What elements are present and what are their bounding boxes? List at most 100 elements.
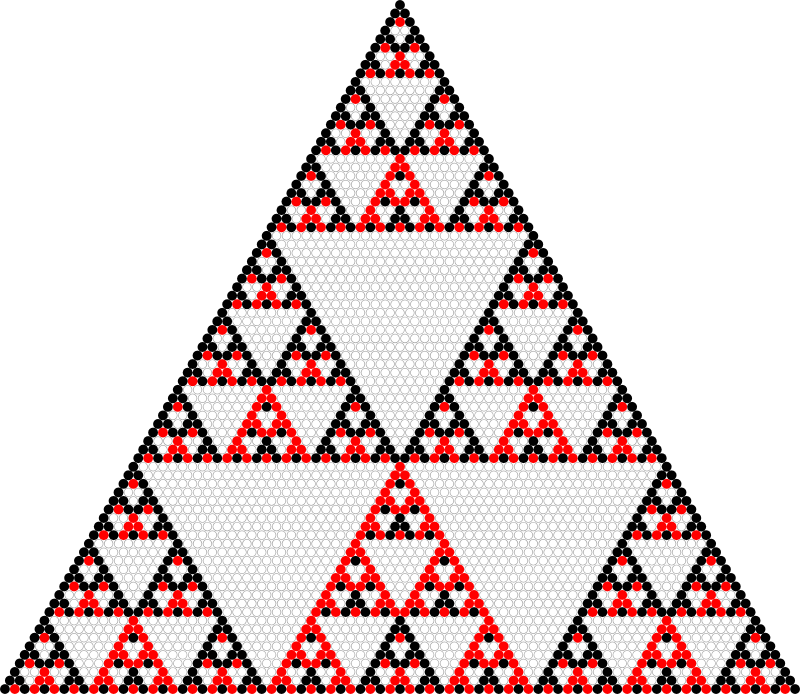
empty-cell xyxy=(281,333,292,344)
empty-cell xyxy=(94,590,104,600)
red-cell xyxy=(301,453,312,464)
empty-cell xyxy=(434,667,445,677)
empty-cell xyxy=(128,496,138,506)
black-cell xyxy=(592,376,603,387)
black-cell xyxy=(503,342,514,352)
black-cell xyxy=(301,196,312,207)
empty-cell xyxy=(607,521,617,532)
empty-cell xyxy=(681,564,692,574)
empty-cell xyxy=(286,239,296,250)
empty-cell xyxy=(568,641,578,651)
empty-cell xyxy=(143,470,153,480)
empty-cell xyxy=(489,487,499,498)
black-cell xyxy=(716,675,726,686)
empty-cell xyxy=(563,581,573,592)
empty-cell xyxy=(316,154,326,164)
empty-cell xyxy=(647,470,657,480)
empty-cell xyxy=(321,316,331,326)
empty-cell xyxy=(311,282,321,292)
empty-cell xyxy=(538,641,548,651)
empty-cell xyxy=(306,291,316,301)
black-cell xyxy=(385,530,396,541)
red-cell xyxy=(400,470,410,481)
empty-cell xyxy=(454,513,464,523)
empty-cell xyxy=(341,128,351,138)
red-cell xyxy=(414,188,425,199)
empty-cell xyxy=(508,624,519,634)
empty-cell xyxy=(449,282,459,292)
empty-cell xyxy=(405,564,415,574)
red-cell xyxy=(251,419,262,429)
black-cell xyxy=(390,521,400,532)
black-cell xyxy=(548,265,559,275)
empty-cell xyxy=(612,564,622,574)
empty-cell xyxy=(479,402,489,412)
empty-cell xyxy=(583,410,593,421)
empty-cell xyxy=(731,667,741,677)
black-cell xyxy=(459,145,470,156)
empty-cell xyxy=(617,573,627,583)
empty-cell xyxy=(311,402,321,412)
red-cell xyxy=(735,658,746,669)
empty-cell xyxy=(252,350,262,361)
empty-cell xyxy=(518,573,529,583)
black-cell xyxy=(207,444,218,455)
empty-cell xyxy=(499,487,509,498)
black-cell xyxy=(493,342,504,352)
empty-cell xyxy=(420,556,430,566)
empty-cell xyxy=(395,273,405,284)
empty-cell xyxy=(454,462,464,472)
black-cell xyxy=(483,632,494,643)
empty-cell xyxy=(341,641,351,651)
red-cell xyxy=(498,436,509,447)
empty-cell xyxy=(701,564,711,574)
black-cell xyxy=(64,572,75,583)
empty-cell xyxy=(415,393,425,403)
black-cell xyxy=(291,658,302,669)
empty-cell xyxy=(548,573,558,583)
empty-cell xyxy=(449,521,459,532)
empty-cell xyxy=(365,393,376,403)
red-cell xyxy=(469,590,480,600)
empty-cell xyxy=(187,547,198,557)
empty-cell xyxy=(360,641,371,651)
black-cell xyxy=(370,145,381,156)
empty-cell xyxy=(444,291,455,301)
red-cell xyxy=(395,461,405,472)
triangle-row xyxy=(276,205,524,216)
red-cell xyxy=(449,675,460,686)
black-cell xyxy=(365,102,376,113)
red-cell xyxy=(439,94,450,104)
empty-cell xyxy=(573,581,583,592)
empty-cell xyxy=(355,376,366,386)
empty-cell xyxy=(637,641,647,651)
empty-cell xyxy=(706,675,716,686)
empty-cell xyxy=(494,581,504,592)
empty-cell xyxy=(587,419,598,429)
empty-cell xyxy=(666,556,677,566)
empty-cell xyxy=(370,487,380,498)
empty-cell xyxy=(711,650,721,660)
empty-cell xyxy=(168,479,178,489)
empty-cell xyxy=(726,641,736,651)
black-cell xyxy=(197,649,208,660)
empty-cell xyxy=(429,265,440,275)
red-cell xyxy=(123,658,134,669)
empty-cell xyxy=(331,333,341,344)
empty-cell xyxy=(266,547,277,557)
empty-cell xyxy=(499,624,509,634)
black-cell xyxy=(676,590,687,600)
empty-cell xyxy=(262,573,272,583)
black-cell xyxy=(212,453,223,464)
red-cell xyxy=(222,675,233,686)
red-cell xyxy=(380,42,391,53)
empty-cell xyxy=(434,342,445,352)
empty-cell xyxy=(79,633,89,643)
black-cell xyxy=(725,658,736,669)
black-cell xyxy=(666,504,677,515)
red-cell xyxy=(330,658,341,669)
empty-cell xyxy=(395,325,405,335)
empty-cell xyxy=(321,419,331,429)
black-cell xyxy=(562,342,573,352)
empty-cell xyxy=(227,564,237,574)
